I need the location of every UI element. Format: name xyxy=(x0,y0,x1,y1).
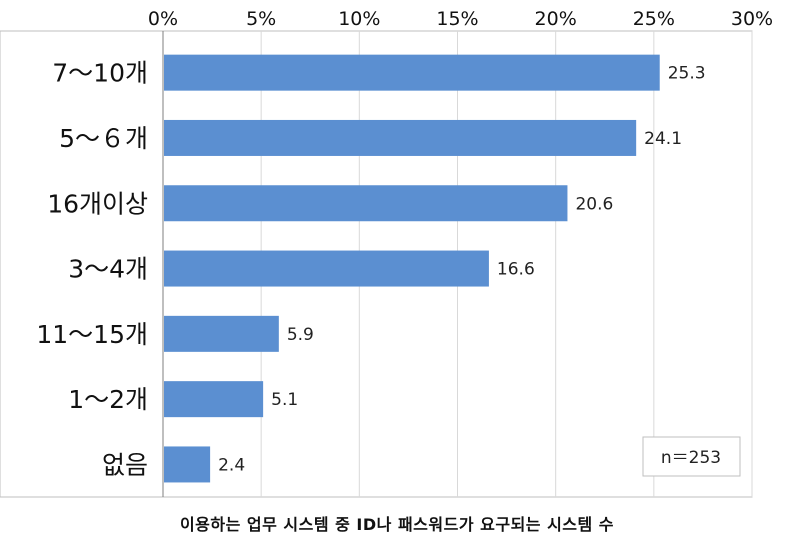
sample-size-box: n＝253 xyxy=(642,436,741,477)
data-label: 24.1 xyxy=(644,129,682,149)
x-tick-label: 15% xyxy=(436,8,478,30)
bar xyxy=(164,54,660,91)
bar xyxy=(164,315,279,352)
bar xyxy=(164,250,489,287)
bar-chart: 0% 5% 10% 15% 20% 25% 30% 7～10개 5～６개 16개이상 3～4개 11… xyxy=(0,8,773,498)
data-label: 5.9 xyxy=(287,325,314,345)
category-label: 5～６개 xyxy=(59,124,148,153)
chart-title: 이용하는 업무 시스템 중 ID나 패스워드가 요구되는 시스템 수 xyxy=(179,515,615,534)
x-tick-label: 25% xyxy=(633,8,675,30)
x-tick-labels: 0% 5% 10% 15% 20% 25% 30% xyxy=(148,8,773,30)
bar xyxy=(164,185,568,222)
bar xyxy=(164,119,637,156)
x-tick-label: 30% xyxy=(731,8,773,30)
sample-size-note: n＝253 xyxy=(661,448,721,468)
category-label: 없음 xyxy=(102,450,148,479)
x-tick-label: 10% xyxy=(338,8,380,30)
bars xyxy=(164,54,660,483)
category-label: 1～2개 xyxy=(68,385,148,414)
data-label: 25.3 xyxy=(668,64,706,84)
bar xyxy=(164,381,264,418)
data-label: 5.1 xyxy=(271,390,298,410)
category-label: 3～4개 xyxy=(68,255,148,284)
x-tick-label: 0% xyxy=(148,8,178,30)
data-label: 2.4 xyxy=(218,455,245,475)
value-labels: 25.3 24.1 20.6 16.6 5.9 5.1 2.4 xyxy=(218,64,705,476)
x-tick-label: 20% xyxy=(535,8,577,30)
sample-size-frame xyxy=(642,436,741,477)
category-label: 16개이상 xyxy=(47,189,148,218)
data-label: 20.6 xyxy=(575,194,613,214)
bar xyxy=(164,446,211,483)
category-label: 11～15개 xyxy=(36,320,148,349)
x-tick-label: 5% xyxy=(246,8,276,30)
category-label: 7～10개 xyxy=(52,59,148,88)
data-label: 16.6 xyxy=(497,260,535,280)
